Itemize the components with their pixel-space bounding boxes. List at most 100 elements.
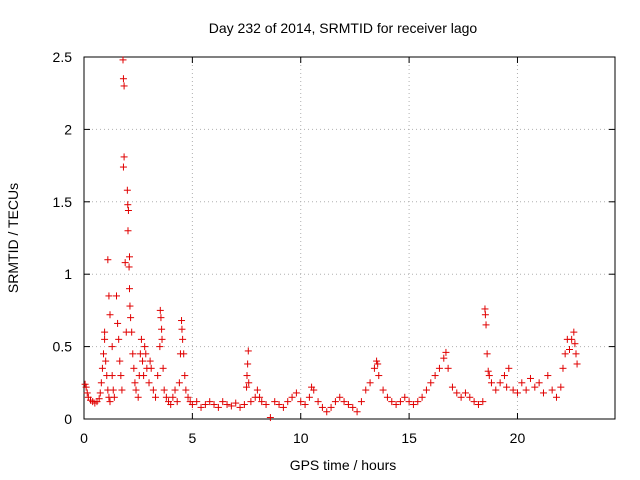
data-point — [318, 403, 326, 411]
data-point — [137, 335, 145, 343]
data-point — [353, 408, 361, 416]
y-axis-label: SRMTID / TECUs — [5, 183, 21, 293]
data-point — [526, 374, 534, 382]
data-point — [120, 153, 128, 161]
data-point — [167, 401, 175, 409]
data-point — [219, 398, 227, 406]
data-point — [117, 372, 125, 380]
data-point — [179, 335, 187, 343]
data-point — [470, 398, 478, 406]
data-point — [392, 401, 400, 409]
data-point — [535, 379, 543, 387]
data-point — [114, 319, 122, 327]
data-point — [409, 401, 417, 409]
y-tick-label: 1 — [64, 266, 72, 282]
data-point — [275, 401, 283, 409]
data-point — [484, 367, 492, 375]
data-point — [160, 386, 168, 394]
data-point — [243, 383, 251, 391]
data-point — [548, 386, 556, 394]
plot-frame — [83, 56, 616, 420]
data-point — [134, 393, 142, 401]
data-point — [95, 395, 103, 403]
data-point — [124, 227, 132, 235]
data-point — [121, 259, 129, 267]
data-point — [405, 398, 413, 406]
y-tick-label: 1.5 — [53, 194, 73, 210]
data-point — [169, 393, 177, 401]
data-point — [243, 372, 251, 380]
data-point — [152, 393, 160, 401]
data-point — [109, 386, 117, 394]
data-point — [245, 379, 253, 387]
data-point — [139, 357, 147, 365]
data-point — [362, 386, 370, 394]
data-point — [178, 325, 186, 333]
data-point — [124, 206, 132, 214]
data-point — [197, 403, 205, 411]
data-point — [388, 398, 396, 406]
x-tick-label: 15 — [401, 430, 417, 446]
data-point — [336, 393, 344, 401]
data-point — [561, 350, 569, 358]
data-point — [487, 379, 495, 387]
data-point — [128, 328, 136, 336]
data-point — [156, 306, 164, 314]
data-point — [482, 321, 490, 329]
data-point — [571, 340, 579, 348]
data-point — [572, 350, 580, 358]
data-point — [253, 386, 261, 394]
data-point — [518, 379, 526, 387]
data-point — [96, 389, 104, 397]
data-point — [116, 357, 124, 365]
data-point — [279, 403, 287, 411]
data-point — [82, 383, 90, 391]
data-point — [188, 401, 196, 409]
data-point — [505, 364, 513, 372]
data-point — [427, 379, 435, 387]
data-point — [236, 403, 244, 411]
data-point — [401, 393, 409, 401]
data-point — [366, 379, 374, 387]
data-point — [340, 398, 348, 406]
x-axis-label: GPS time / hours — [290, 457, 397, 473]
x-tick-label: 5 — [188, 430, 196, 446]
data-point — [448, 383, 456, 391]
data-point — [206, 398, 214, 406]
grid-layer — [84, 57, 615, 419]
data-point — [418, 393, 426, 401]
data-point — [557, 383, 565, 391]
data-point — [544, 372, 552, 380]
data-point — [126, 302, 134, 310]
data-point — [383, 393, 391, 401]
data-point — [120, 82, 128, 90]
data-point — [97, 379, 105, 387]
data-point — [149, 386, 157, 394]
data-point — [171, 386, 179, 394]
data-point — [108, 372, 116, 380]
data-point — [396, 398, 404, 406]
data-point — [125, 263, 133, 271]
data-point — [180, 350, 188, 358]
data-point — [119, 163, 127, 171]
data-point — [531, 383, 539, 391]
y-tick-label: 0 — [64, 411, 72, 427]
data-point — [124, 201, 132, 209]
x-tick-label: 0 — [80, 430, 88, 446]
data-point — [422, 386, 430, 394]
data-point — [570, 328, 578, 336]
data-point — [81, 380, 89, 388]
data-point — [247, 398, 255, 406]
data-point — [301, 401, 309, 409]
data-point — [344, 401, 352, 409]
data-point — [145, 379, 153, 387]
data-point — [214, 403, 222, 411]
data-point — [474, 401, 482, 409]
data-point — [481, 311, 489, 319]
data-point — [240, 401, 248, 409]
data-point — [141, 343, 149, 351]
data-point — [453, 389, 461, 397]
data-point — [466, 393, 474, 401]
data-point — [115, 335, 123, 343]
